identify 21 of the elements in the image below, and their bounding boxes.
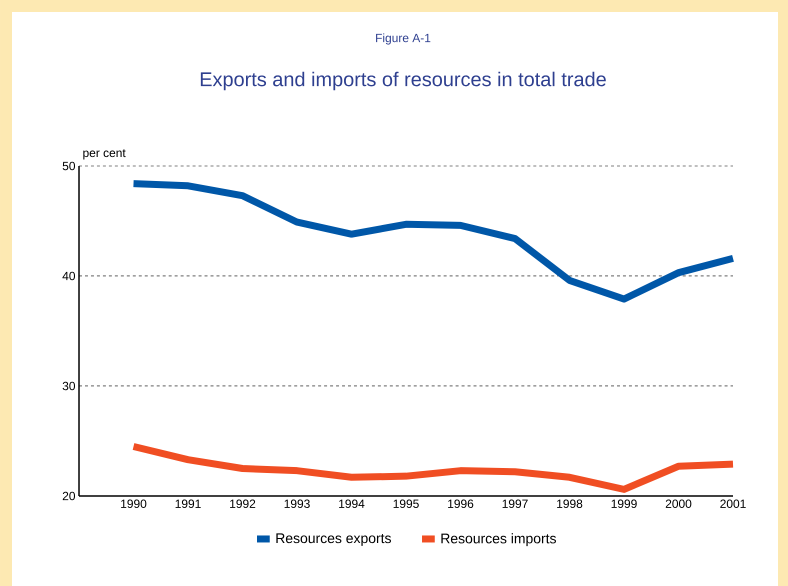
- x-tick-label: 1990: [121, 500, 146, 508]
- x-tick-label: 1993: [284, 500, 310, 508]
- y-tick-label: 30: [62, 382, 76, 390]
- y-tick-label: 50: [62, 162, 76, 170]
- x-tick-label: 2001: [720, 500, 746, 508]
- x-tick-label: 1992: [230, 500, 256, 508]
- x-tick-label: 1995: [394, 500, 419, 508]
- x-tick-label: 1994: [339, 500, 364, 508]
- chart-subtitle: Figure A-1: [376, 33, 430, 45]
- x-tick-label: 1996: [448, 500, 474, 508]
- legend-label: Resources exports: [276, 533, 391, 546]
- y-tick-label: 40: [62, 272, 76, 280]
- y-axis-title: per cent: [83, 149, 126, 160]
- x-tick-label: 1998: [557, 500, 582, 508]
- x-tick-label: 1991: [176, 500, 201, 508]
- legend-label: Resources imports: [441, 533, 556, 546]
- x-tick-label: 2000: [666, 500, 692, 508]
- chart-title: Exports and imports of resources in total trade: [200, 72, 606, 90]
- x-tick-label: 1999: [612, 500, 637, 508]
- x-tick-label: 1997: [502, 500, 528, 508]
- y-tick-label: 20: [62, 492, 76, 500]
